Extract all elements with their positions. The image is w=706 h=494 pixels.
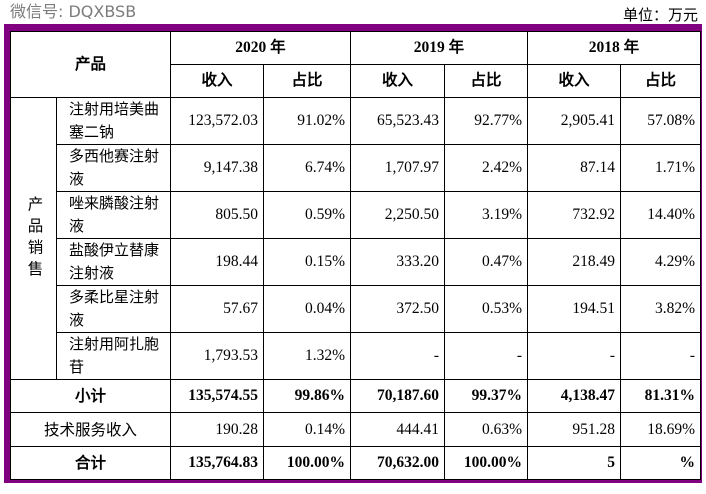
product-name: 多西他赛注射液 [56, 144, 171, 192]
value-cell: 87.14 [527, 144, 621, 192]
value-cell: 0.53% [444, 285, 528, 333]
table-row: 多柔比星注射液 57.67 0.04% 372.50 0.53% 194.51 3.82% [11, 285, 701, 333]
value-cell: 1.32% [263, 332, 351, 380]
value-cell: 3.19% [444, 191, 528, 239]
category-label: 产品销售 [10, 97, 57, 380]
value-cell: 732.92 [527, 191, 621, 239]
product-name: 注射用培美曲塞二钠 [56, 97, 171, 145]
header-revenue: 收入 [350, 64, 445, 98]
value-cell: 100.00% [444, 446, 528, 480]
table-row: 唑来膦酸注射液 805.50 0.59% 2,250.50 3.19% 732.92 14.… [11, 191, 701, 239]
value-cell: - [444, 332, 528, 380]
product-name: 注射用阿扎胞苷 [56, 332, 171, 380]
value-cell: 4.29% [620, 238, 701, 286]
header-share: 占比 [620, 64, 701, 98]
value-cell: - [527, 332, 621, 380]
value-cell: - [350, 332, 445, 380]
value-cell: 81.31% [620, 379, 701, 413]
value-cell: 0.47% [444, 238, 528, 286]
value-cell: 3.82% [620, 285, 701, 333]
value-cell: 57.67 [170, 285, 264, 333]
header-share: 占比 [263, 64, 351, 98]
value-cell: 70,632.00 [350, 446, 445, 480]
header-year-2019: 2019 年 [350, 31, 528, 65]
revenue-table: 产品 2020 年 2019 年 2018 年 收入 占比 收入 占比 收入 占… [10, 31, 701, 480]
table-row: 盐酸伊立替康注射液 198.44 0.15% 333.20 0.47% 218.49 4.2… [11, 238, 701, 286]
value-cell: 99.37% [444, 379, 528, 413]
value-cell: 0.15% [263, 238, 351, 286]
service-label: 技术服务收入 [10, 412, 171, 447]
value-cell: 65,523.43 [350, 97, 445, 145]
value-cell: 6.74% [263, 144, 351, 192]
table-row: 注射用阿扎胞苷 1,793.53 1.32% - - - - [11, 332, 701, 380]
subtotal-label: 小计 [10, 379, 171, 413]
product-name: 多柔比星注射液 [56, 285, 171, 333]
total-row: 合计 135,764.83 100.00% 70,632.00 100.00% 5% [10, 446, 701, 480]
value-cell: 0.14% [263, 412, 351, 447]
value-cell: 9,147.38 [170, 144, 264, 192]
value-cell: 1.71% [620, 144, 701, 192]
header-revenue: 收入 [527, 64, 621, 98]
value-cell: 190.28 [170, 412, 264, 447]
total-label: 合计 [10, 446, 171, 480]
value-cell: 372.50 [350, 285, 445, 333]
value-cell: 0.63% [444, 412, 528, 447]
value-cell: 70,187.60 [350, 379, 445, 413]
value-cell: 951.28 [527, 412, 621, 447]
unit-label: 单位：万元 [622, 8, 698, 24]
value-cell: 92.77% [444, 97, 528, 145]
value-cell: 1,793.53 [170, 332, 264, 380]
value-cell: 194.51 [527, 285, 621, 333]
product-name: 唑来膦酸注射液 [56, 191, 171, 239]
value-cell: 333.20 [350, 238, 445, 286]
value-cell: 57.08% [620, 97, 701, 145]
value-cell: 135,574.55 [170, 379, 264, 413]
table-row: 多西他赛注射液 9,147.38 6.74% 1,707.97 2.42% 87.14 1.… [11, 144, 701, 192]
value-cell: 91.02% [263, 97, 351, 145]
value-cell: 5 [527, 446, 621, 480]
value-cell: 218.49 [527, 238, 621, 286]
value-cell: 18.69% [620, 412, 701, 447]
value-cell: 805.50 [170, 191, 264, 239]
service-row: 技术服务收入 190.28 0.14% 444.41 0.63% 951.28 18.69% [10, 412, 701, 447]
header-year-2018: 2018 年 [527, 31, 701, 65]
value-cell: 2,250.50 [350, 191, 445, 239]
header-revenue: 收入 [170, 64, 264, 98]
header-product: 产品 [10, 31, 171, 98]
value-cell: 100.00% [263, 446, 351, 480]
value-cell: 198.44 [170, 238, 264, 286]
product-name: 盐酸伊立替康注射液 [56, 238, 171, 286]
subtotal-row: 小计 135,574.55 99.86% 70,187.60 99.37% 4,138.4… [10, 379, 701, 413]
value-cell: 99.86% [263, 379, 351, 413]
value-cell: - [620, 332, 701, 380]
value-cell: 0.04% [263, 285, 351, 333]
value-cell: 4,138.47 [527, 379, 621, 413]
value-cell: 123,572.03 [170, 97, 264, 145]
header-year-2020: 2020 年 [170, 31, 351, 65]
value-cell: 135,764.83 [170, 446, 264, 480]
value-cell: 2.42% [444, 144, 528, 192]
value-cell: 0.59% [263, 191, 351, 239]
header-share: 占比 [444, 64, 528, 98]
value-cell: 14.40% [620, 191, 701, 239]
value-cell: 1,707.97 [350, 144, 445, 192]
table-row: 产品销售 注射用培美曲塞二钠 123,572.03 91.02% 65,523.43 92… [10, 97, 701, 380]
value-cell: 2,905.41 [527, 97, 621, 145]
value-cell: % [620, 446, 701, 480]
value-cell: 444.41 [350, 412, 445, 447]
watermark: 微信号: DQXBSB [10, 2, 137, 21]
